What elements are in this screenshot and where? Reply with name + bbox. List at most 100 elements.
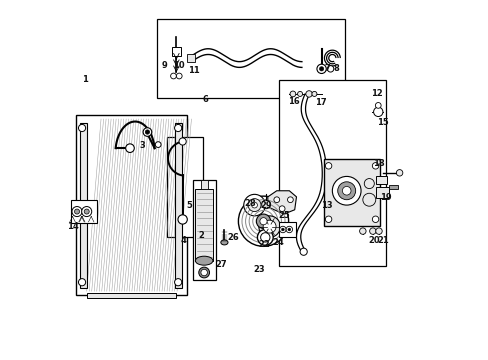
Bar [167,137,203,237]
Circle shape [273,197,279,203]
Text: 22: 22 [258,240,269,249]
Circle shape [297,91,302,96]
Circle shape [375,228,382,234]
Circle shape [375,103,380,108]
Circle shape [260,218,266,225]
Bar [172,47,181,56]
Circle shape [261,200,270,209]
Circle shape [174,279,182,286]
Text: 1: 1 [82,75,88,84]
Text: 19: 19 [379,193,390,202]
Text: 14: 14 [67,222,79,231]
Circle shape [362,193,375,206]
Bar [192,180,215,280]
Circle shape [279,226,285,233]
Circle shape [247,199,261,212]
Circle shape [285,226,292,233]
Circle shape [155,142,161,148]
Text: 16: 16 [287,96,299,105]
Circle shape [281,228,284,231]
Circle shape [371,216,378,222]
Circle shape [311,91,316,96]
Text: 23: 23 [252,265,264,274]
Circle shape [179,138,186,145]
Text: 3: 3 [139,141,145,150]
Circle shape [371,163,378,169]
Bar [80,123,87,288]
Circle shape [373,107,382,117]
Circle shape [256,214,270,228]
Circle shape [337,182,355,200]
Circle shape [84,209,89,214]
Ellipse shape [195,256,212,265]
Ellipse shape [221,240,227,245]
Circle shape [125,144,134,153]
Circle shape [300,248,306,255]
Circle shape [263,220,276,233]
Text: 29: 29 [260,201,271,210]
Text: 20: 20 [368,237,379,246]
Bar [278,80,386,266]
Circle shape [287,228,290,231]
Ellipse shape [198,267,209,278]
Text: 21: 21 [377,237,389,246]
Bar [278,222,296,237]
Bar [70,200,97,223]
Text: 5: 5 [185,201,191,210]
Circle shape [260,233,269,242]
Bar [376,187,388,198]
Circle shape [170,73,176,79]
Circle shape [325,163,331,169]
Circle shape [332,176,360,205]
Circle shape [238,196,288,246]
Circle shape [319,67,323,71]
Circle shape [176,73,182,79]
Text: 28: 28 [244,199,256,208]
Circle shape [325,216,331,222]
Text: 18: 18 [372,159,384,168]
Circle shape [287,197,293,203]
Bar [86,293,176,298]
Circle shape [369,228,375,234]
Text: 27: 27 [215,260,227,269]
Circle shape [143,128,151,136]
Polygon shape [267,191,296,214]
Text: 11: 11 [188,66,200,75]
Text: 7: 7 [324,64,329,73]
Ellipse shape [201,269,207,276]
Text: 25: 25 [278,211,290,220]
Bar [76,116,187,295]
Text: 10: 10 [173,61,184,70]
Bar [388,185,397,189]
Circle shape [244,194,265,216]
Text: 26: 26 [227,233,239,242]
Circle shape [72,207,82,217]
Circle shape [78,125,85,132]
Circle shape [279,206,285,212]
Circle shape [174,125,182,132]
Circle shape [364,179,373,189]
Circle shape [78,279,85,286]
Text: 8: 8 [332,64,338,73]
Bar [187,54,195,62]
Circle shape [316,64,325,73]
Bar [324,159,379,226]
Circle shape [289,91,295,97]
Circle shape [305,91,312,97]
Bar [200,180,207,189]
Circle shape [326,66,333,72]
Text: 13: 13 [321,201,332,210]
Text: 17: 17 [315,98,326,107]
Text: 9: 9 [162,61,167,70]
Text: 24: 24 [271,238,283,247]
Circle shape [145,130,149,134]
Circle shape [257,229,273,245]
Bar [195,189,212,261]
Bar [174,123,182,288]
Text: 12: 12 [370,89,382,98]
Circle shape [258,216,280,237]
Text: 6: 6 [202,95,207,104]
Bar [376,176,386,184]
Circle shape [251,202,257,208]
Circle shape [359,228,366,234]
